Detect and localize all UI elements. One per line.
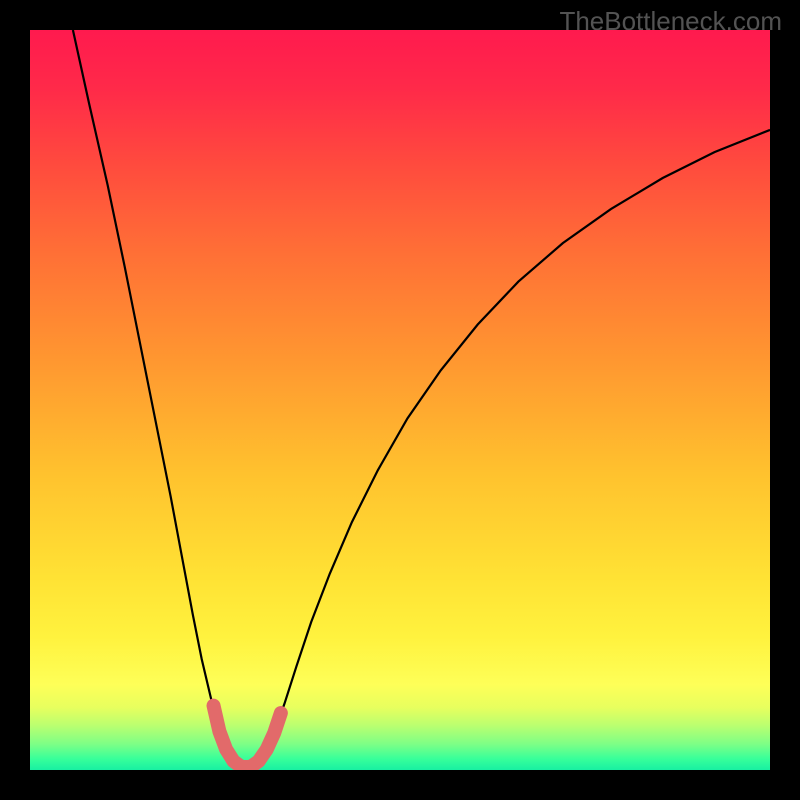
chart-svg — [30, 30, 770, 770]
gradient-background — [30, 30, 770, 770]
